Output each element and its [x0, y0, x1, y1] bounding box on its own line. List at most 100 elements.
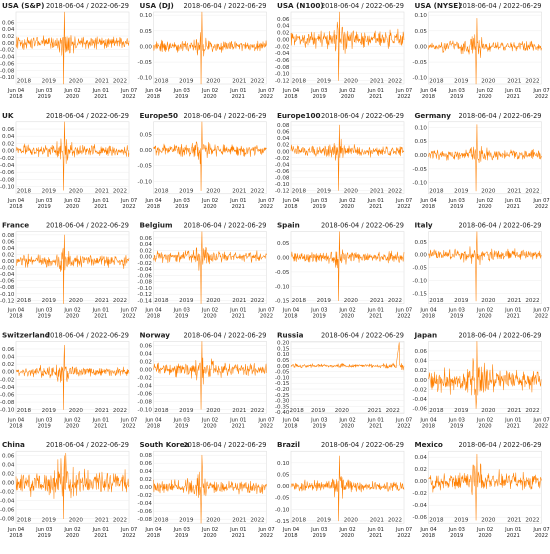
plot-frame: [290, 231, 405, 304]
y-tick-label: -0.10: [138, 179, 153, 185]
date-range: 2018-06-04 / 2022-06-29: [183, 2, 266, 10]
y-tick-label: -0.05: [275, 370, 290, 376]
y-tick-label: -0.08: [275, 175, 290, 181]
panel-title: China: [2, 440, 25, 449]
year-tick-label: 2022: [525, 408, 539, 414]
x-tick-label: Jun 02 2020: [476, 308, 493, 320]
x-tick-label: Jun 03 2019: [448, 88, 465, 100]
x-tick-label: Jun 02 2020: [476, 527, 493, 539]
x-tick-label: Jun 02 2020: [338, 88, 355, 100]
year-tick-label: 2021: [95, 298, 110, 304]
x-tick-label: Jun 01 2021: [229, 417, 246, 429]
y-tick-label: 0.04: [2, 463, 15, 469]
year-tick-label: 2018: [154, 408, 169, 414]
y-tick-label: 0.00: [277, 256, 290, 262]
year-tick-label: 2022: [388, 518, 402, 524]
year-tick-label: 2019: [317, 79, 332, 85]
x-tick-label: Jun 01 2021: [229, 308, 246, 320]
year-tick-label: 2019: [317, 298, 332, 304]
y-tick-label: -0.04: [0, 55, 15, 61]
x-tick-label: Jun 07 2022: [257, 88, 274, 100]
x-tick-label: Jun 07 2022: [257, 417, 274, 429]
y-tick-label: -0.06: [0, 508, 15, 514]
x-tick-label: Jun 07 2022: [120, 527, 137, 539]
y-tick-label: 0.02: [140, 477, 152, 483]
year-tick-label: 2022: [113, 188, 127, 194]
x-tick-label: Jun 02 2020: [476, 417, 493, 429]
year-tick-label: 2022: [113, 518, 127, 524]
date-range: 2018-06-04 / 2022-06-29: [458, 441, 541, 449]
year-tick-label: 2022: [388, 298, 402, 304]
return-series-line: [428, 453, 542, 521]
y-tick-label: 0.05: [140, 132, 153, 138]
x-tick-label: Jun 03 2019: [448, 417, 465, 429]
date-range: 2018-06-04 / 2022-06-29: [321, 331, 404, 339]
panel-title: USA (N100): [277, 1, 324, 10]
x-tick-label: Jun 07 2022: [257, 308, 274, 320]
x-tick-label: Jun 01 2021: [504, 417, 521, 429]
x-tick-label: Jun 03 2019: [35, 198, 52, 210]
panel: USA (NYSE)2018-06-04 / 2022-06-29 0.10 0.0…: [413, 1, 550, 100]
y-tick-label: 0.04: [2, 27, 15, 33]
y-tick-label: -0.02: [138, 493, 152, 499]
y-tick-label: 0.08: [277, 123, 290, 129]
x-tick-label: Jun 01 2021: [504, 198, 521, 210]
x-tick-label: Jun 02 2020: [476, 88, 493, 100]
year-tick-label: 2021: [507, 298, 522, 304]
year-tick-label: 2018: [429, 408, 444, 414]
y-tick-label: -0.04: [0, 163, 15, 169]
x-tick-label: Jun 02 2020: [201, 308, 218, 320]
y-tick-label: -0.04: [275, 51, 290, 57]
x-tick-label: Jun 02 2020: [338, 417, 355, 429]
x-tick-label: Jun 02 2020: [338, 308, 355, 320]
year-tick-label: 2022: [388, 188, 402, 194]
y-tick-label: 0.08: [140, 453, 153, 459]
x-tick-label: Jun 01 2021: [367, 417, 384, 429]
year-tick-label: 2021: [507, 408, 522, 414]
y-tick-label: -0.10: [0, 185, 15, 191]
year-tick-label: 2021: [232, 408, 247, 414]
y-tick-label: -0.10: [0, 292, 15, 298]
y-tick-label: -0.10: [138, 76, 153, 82]
x-tick-label: Jun 03 2019: [35, 308, 52, 320]
y-tick-label: -0.08: [0, 400, 15, 406]
year-tick-label: 2021: [507, 518, 522, 524]
panel-title: Norway: [140, 330, 171, 339]
panel: China 2018-06-04 / 2022-06-29 0.06 0.04 0.02…: [0, 440, 137, 539]
date-range: 2018-06-04 / 2022-06-29: [46, 222, 129, 230]
x-tick-label: Jun 04 2018: [282, 308, 300, 320]
y-tick-label: 0.00: [415, 153, 428, 159]
year-tick-label: 2020: [206, 518, 221, 524]
year-tick-label: 2020: [344, 298, 359, 304]
x-tick-label: Jun 03 2019: [310, 198, 327, 210]
y-tick-label: 0.02: [2, 141, 14, 147]
panel: USA (S&P) 2018-06-04 / 2022-06-29 0.060.04…: [0, 1, 137, 100]
year-tick-label: 2018: [290, 408, 305, 414]
return-series-line: [290, 342, 405, 371]
x-tick-label: Jun 01 2021: [92, 417, 109, 429]
x-tick-label: Jun 01 2021: [229, 88, 246, 100]
x-tick-label: Jun 02 2020: [201, 527, 218, 539]
x-tick-label: Jun 01 2021: [367, 527, 384, 539]
year-tick-label: 2018: [17, 408, 32, 414]
x-tick-label: Jun 01 2021: [367, 88, 384, 100]
panel-title: Germany: [415, 111, 452, 120]
x-tick-label: Jun 02 2020: [338, 527, 355, 539]
year-tick-label: 2022: [386, 408, 400, 414]
y-tick-label: 0.00: [277, 149, 290, 155]
x-tick-label: Jun 01 2021: [229, 527, 246, 539]
y-tick-label: -0.08: [0, 68, 15, 74]
year-tick-label: 2019: [42, 188, 57, 194]
y-tick-label: 0.10: [415, 125, 428, 131]
date-range: 2018-06-04 / 2022-06-29: [46, 2, 129, 10]
y-tick-label: -0.05: [138, 60, 153, 66]
year-tick-label: 2022: [250, 188, 264, 194]
y-tick-label: 0.00: [140, 485, 153, 491]
y-tick-label: -0.14: [138, 298, 153, 304]
year-tick-label: 2022: [113, 298, 127, 304]
year-tick-label: 2022: [388, 79, 402, 85]
x-tick-label: Jun 03 2019: [310, 308, 327, 320]
y-tick-label: 0.02: [277, 31, 289, 37]
